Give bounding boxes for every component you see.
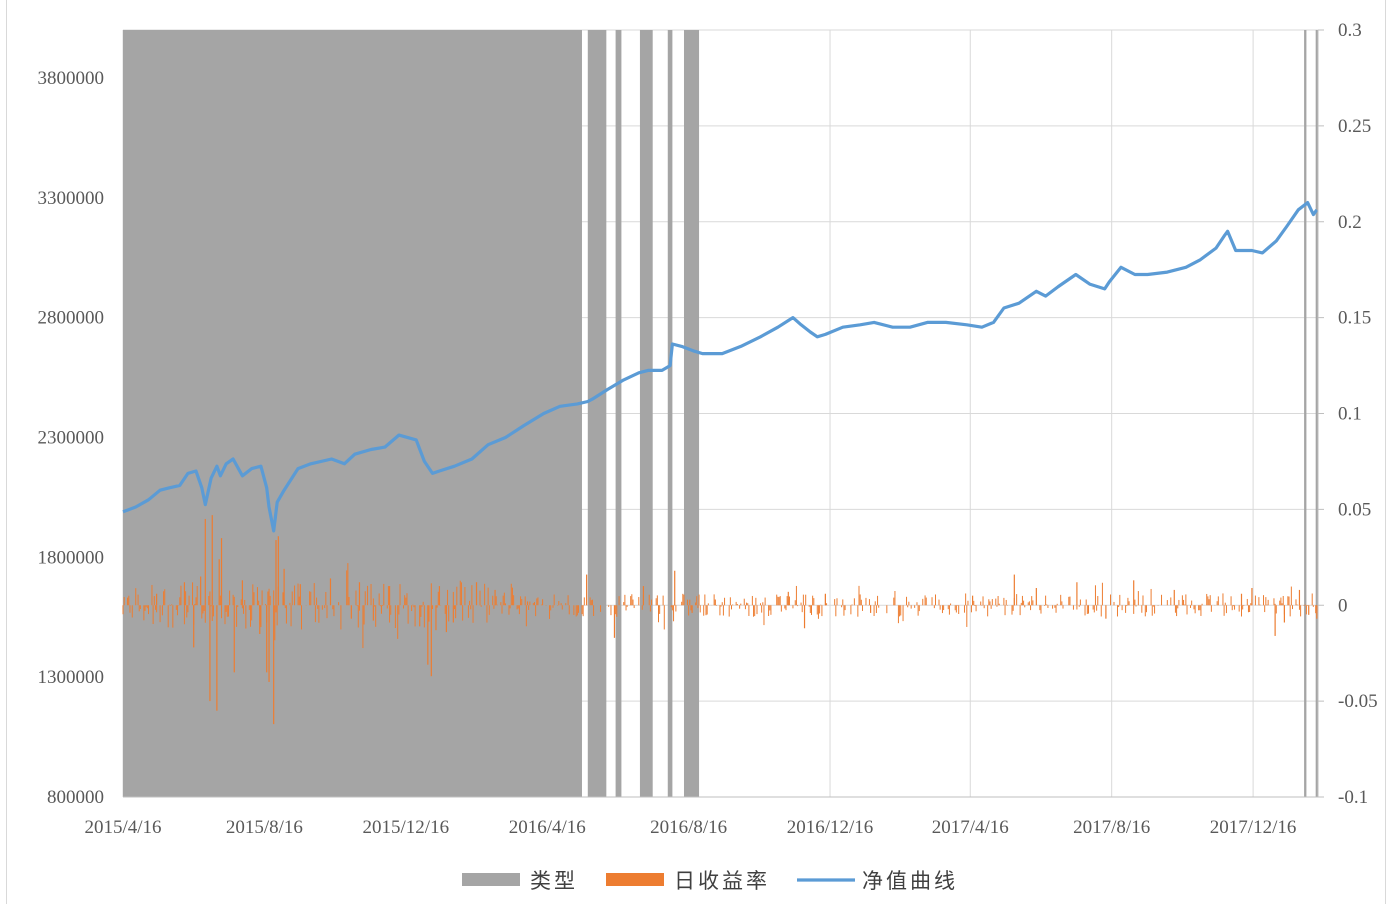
right-axis-ticks: -0.1 -0.05 0 0.05 0.1 0.15 0.2 0.25 0.3 [1318,20,1378,808]
x-tick-label: 2017/4/16 [932,817,1009,838]
type-band [1315,30,1318,797]
legend-label-return: 日收益率 [674,869,770,893]
type-band [639,30,653,797]
type-band [1304,30,1307,797]
left-tick-label: 800000 [47,787,104,808]
x-tick-label: 2016/8/16 [650,817,727,838]
nav-line [122,201,1319,533]
right-tick-label: 0 [1338,595,1348,616]
type-band [683,30,700,797]
chart-frame [6,0,1386,904]
x-tick-label: 2015/8/16 [226,817,303,838]
legend-label-type: 类型 [530,869,578,893]
daily-return-bars [122,515,1318,725]
right-tick-label: 0.2 [1338,212,1362,233]
legend-swatch-type [462,873,520,886]
right-tick-label: -0.1 [1338,787,1368,808]
left-tick-label: 2800000 [38,308,105,329]
right-tick-label: 0.1 [1338,404,1362,425]
x-tick-label: 2017/8/16 [1073,817,1150,838]
x-tick-label: 2016/4/16 [509,817,586,838]
x-tick-label: 2017/12/16 [1210,817,1297,838]
x-tick-label: 2015/4/16 [84,817,161,838]
left-tick-label: 1300000 [38,667,105,688]
legend-label-nav: 净值曲线 [862,869,958,893]
nav-curve [122,201,1319,533]
type-band [587,30,607,797]
type-band [615,30,622,797]
right-tick-label: 0.15 [1338,308,1371,329]
left-tick-label: 3800000 [38,68,105,89]
x-tick-label: 2015/12/16 [363,817,450,838]
x-tick-label: 2016/12/16 [787,817,874,838]
left-tick-label: 2300000 [38,427,105,448]
legend: 类型 日收益率 净值曲线 [462,869,958,893]
right-tick-label: 0.3 [1338,20,1362,41]
legend-swatch-return [606,873,664,886]
right-tick-label: -0.05 [1338,691,1378,712]
right-tick-label: 0.25 [1338,116,1371,137]
left-tick-label: 3300000 [38,188,105,209]
type-band [123,30,582,797]
type-band [667,30,673,797]
x-axis-ticks: 2015/4/16 2015/8/16 2015/12/16 2016/4/16 201… [84,817,1296,838]
left-axis-ticks: 800000 1300000 1800000 2300000 2800000 330000… [38,68,105,808]
right-tick-label: 0.05 [1338,499,1371,520]
left-tick-label: 1800000 [38,547,105,568]
